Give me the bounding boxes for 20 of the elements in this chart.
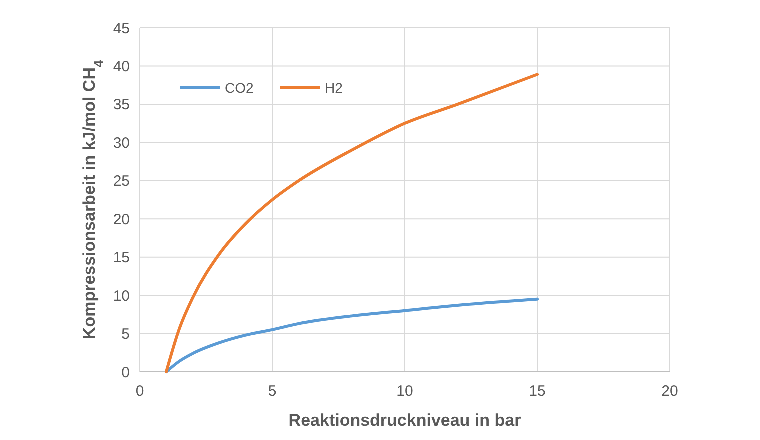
x-tick-label: 10 [396, 383, 414, 400]
y-tick-label: 5 [122, 326, 130, 344]
x-tick-label: 5 [268, 383, 277, 400]
line-series [165, 73, 539, 374]
y-tick-label: 10 [113, 288, 130, 305]
y-tick-label: 30 [113, 134, 130, 152]
y-tick-label: 40 [113, 58, 130, 76]
y-tick-label: 20 [113, 211, 130, 228]
legend-label: H2 [325, 80, 344, 96]
x-tick-label: 15 [529, 383, 546, 400]
y-tick-label: 45 [113, 20, 130, 38]
x-axis-title: Reaktionsdruckniveau in bar [288, 411, 522, 430]
legend-label: CO2 [225, 80, 254, 96]
x-tick-label: 20 [662, 383, 678, 400]
line-series [165, 298, 539, 374]
y-tick-label: 15 [113, 250, 130, 267]
x-tick-label: 0 [136, 383, 144, 400]
y-tick-label: 25 [113, 173, 130, 190]
y-tick-label: 0 [122, 364, 130, 382]
y-tick-label: 35 [113, 96, 130, 114]
